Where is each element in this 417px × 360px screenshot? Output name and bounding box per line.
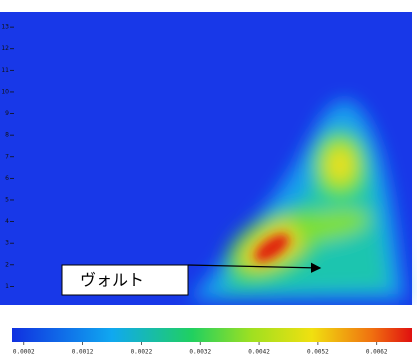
colorbar-tick-label: 0.0042 <box>248 349 270 356</box>
y-tick-label: 7 <box>5 153 9 160</box>
y-tick-label: 6 <box>5 175 9 182</box>
header-strip <box>0 0 417 12</box>
y-tick-label: 3 <box>5 240 9 247</box>
y-tick-label: 10 <box>1 88 9 95</box>
y-tick-label: 9 <box>5 110 9 117</box>
chart: ヴォルト 123456789101112130.00020.00120.0022… <box>0 0 417 360</box>
y-tick-label: 8 <box>5 132 9 139</box>
y-tick-label: 12 <box>1 45 9 52</box>
footer-strip <box>0 305 417 323</box>
colorbar-tick-label: 0.0062 <box>366 349 388 356</box>
annotation-text: ヴォルト <box>80 271 144 290</box>
colorbar-tick-label: 0.0002 <box>13 349 35 356</box>
y-tick-label: 2 <box>5 261 9 268</box>
colorbar-tick-label: 0.0052 <box>307 349 329 356</box>
colorbar-tick-label: 0.0022 <box>131 349 153 356</box>
y-tick-label: 11 <box>1 67 9 74</box>
colorbar-tick-label: 0.0032 <box>189 349 211 356</box>
y-tick-label: 13 <box>1 24 9 31</box>
y-tick-label: 1 <box>5 283 9 290</box>
y-tick-label: 4 <box>5 218 9 225</box>
colorbar-tick-label: 0.0012 <box>72 349 94 356</box>
y-tick-label: 5 <box>5 196 9 203</box>
colorbar <box>12 328 412 342</box>
